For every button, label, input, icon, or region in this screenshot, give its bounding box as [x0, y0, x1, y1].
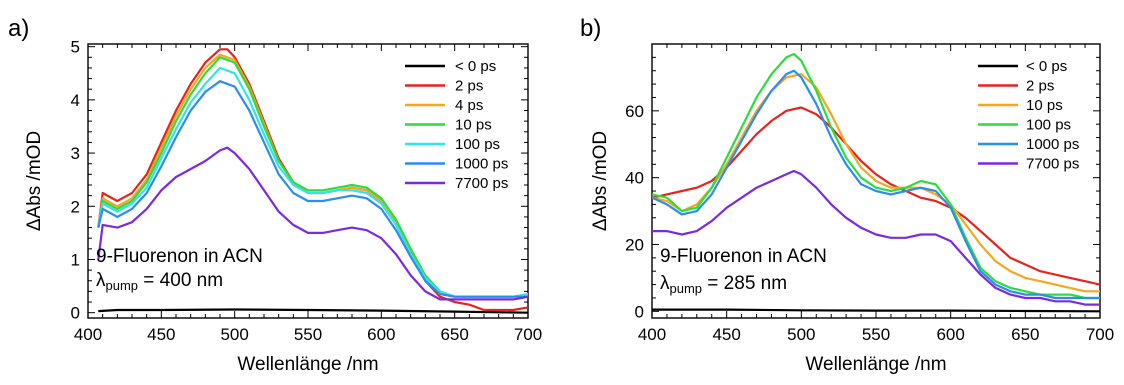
panel-label: a) — [8, 15, 29, 42]
x-tick-label: 650 — [1011, 325, 1039, 344]
panel-b: b) 400 450 500 550 600 650 700 0 20 40 60 Wellenläng… — [580, 15, 1114, 375]
annotation-subscript: pump — [670, 281, 703, 296]
x-tick-label: 400 — [74, 325, 102, 344]
series-line — [652, 169, 1100, 306]
legend-label: 4 ps — [455, 97, 483, 114]
annotation-symbol: λ — [660, 273, 670, 294]
x-tick-label: 550 — [862, 325, 890, 344]
y-tick-label: 20 — [625, 235, 644, 254]
y-tick-label: 0 — [635, 302, 644, 321]
legend-label: 7700 ps — [455, 175, 508, 192]
x-tick-label: 450 — [147, 325, 175, 344]
series-line — [652, 52, 1100, 300]
annotation-line2: λpump = 400 nm — [96, 270, 223, 293]
panel-a: a) 400 450 500 550 600 650 700 0 1 2 3 4 5 Wellenlänge… — [8, 15, 542, 375]
annotation-line2: λpump = 285 nm — [660, 273, 787, 296]
legend-label: 10 ps — [455, 117, 492, 134]
x-tick-label: 500 — [220, 325, 248, 344]
x-tick-label: 700 — [514, 325, 542, 344]
y-tick-label: 3 — [71, 144, 80, 163]
y-tick-label: 4 — [71, 91, 80, 110]
x-tick-label: 600 — [367, 325, 395, 344]
annotation-rest: = 285 nm — [702, 273, 787, 294]
x-axis-title: Wellenlänge /nm — [237, 354, 378, 375]
series-line — [97, 146, 528, 301]
legend-label: < 0 ps — [1026, 58, 1067, 75]
series-line — [652, 73, 1100, 293]
legend-label: 2 ps — [455, 78, 483, 95]
annotation-line1: 9-Fluorenon in ACN — [660, 246, 827, 267]
series-line — [97, 80, 528, 298]
y-axis-title: ΔAbs /mOD — [590, 131, 611, 231]
x-axis-title: Wellenlänge /nm — [805, 354, 946, 375]
legend-label: 7700 ps — [1026, 156, 1079, 173]
legend-label: 1000 ps — [455, 156, 508, 173]
legend-label: 2 ps — [1026, 78, 1054, 95]
x-tick-label: 500 — [787, 325, 815, 344]
series-line — [652, 308, 1100, 313]
x-tick-label: 400 — [638, 325, 666, 344]
legend-label: 100 ps — [455, 136, 500, 153]
legend-label: 100 ps — [1026, 117, 1071, 134]
y-tick-label: 5 — [71, 38, 80, 57]
legend-label: 1000 ps — [1026, 136, 1079, 153]
x-tick-label: 650 — [440, 325, 468, 344]
annotation-symbol: λ — [96, 270, 106, 291]
x-tick-label: 450 — [712, 325, 740, 344]
annotation-rest: = 400 nm — [138, 270, 223, 291]
legend-label: 10 ps — [1026, 97, 1063, 114]
series-line — [652, 69, 1100, 300]
legend-label: < 0 ps — [455, 58, 496, 75]
x-tick-label: 600 — [936, 325, 964, 344]
series-line — [98, 308, 528, 314]
y-axis-title: ΔAbs /mOD — [24, 131, 45, 231]
annotation-subscript: pump — [106, 278, 139, 293]
y-tick-label: 0 — [71, 304, 80, 323]
y-tick-label: 60 — [625, 102, 644, 121]
series-group — [97, 48, 528, 314]
annotation-line1: 9-Fluorenon in ACN — [96, 246, 263, 267]
y-tick-label: 40 — [625, 169, 644, 188]
panel-label: b) — [580, 15, 601, 42]
y-tick-label: 2 — [71, 197, 80, 216]
y-tick-label: 1 — [71, 250, 80, 269]
x-tick-label: 550 — [294, 325, 322, 344]
x-tick-label: 700 — [1086, 325, 1114, 344]
series-group — [652, 52, 1100, 313]
